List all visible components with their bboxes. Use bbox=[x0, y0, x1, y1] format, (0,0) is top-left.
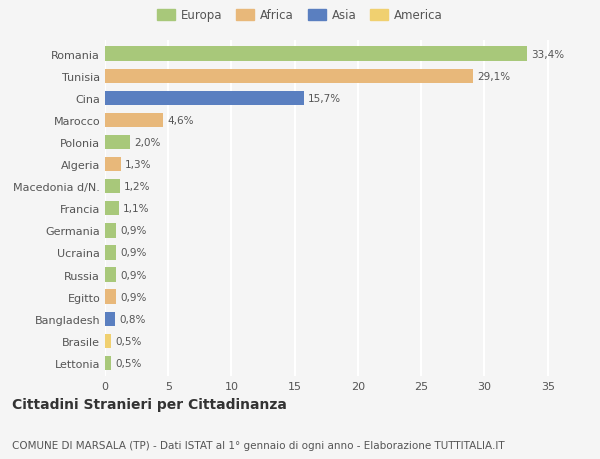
Text: 2,0%: 2,0% bbox=[134, 138, 160, 148]
Text: 1,3%: 1,3% bbox=[125, 160, 152, 170]
Bar bbox=[105, 179, 120, 194]
Bar bbox=[105, 113, 163, 128]
Text: 15,7%: 15,7% bbox=[307, 94, 341, 104]
Bar bbox=[105, 290, 116, 304]
Bar bbox=[105, 135, 130, 150]
Text: 1,1%: 1,1% bbox=[123, 204, 149, 214]
Bar bbox=[105, 334, 112, 348]
Text: COMUNE DI MARSALA (TP) - Dati ISTAT al 1° gennaio di ogni anno - Elaborazione TU: COMUNE DI MARSALA (TP) - Dati ISTAT al 1… bbox=[12, 440, 505, 450]
Text: 0,9%: 0,9% bbox=[120, 226, 146, 236]
Legend: Europa, Africa, Asia, America: Europa, Africa, Asia, America bbox=[154, 6, 446, 26]
Text: 0,5%: 0,5% bbox=[115, 358, 142, 368]
Text: 0,9%: 0,9% bbox=[120, 292, 146, 302]
Text: 4,6%: 4,6% bbox=[167, 116, 193, 126]
Bar bbox=[105, 91, 304, 106]
Text: Cittadini Stranieri per Cittadinanza: Cittadini Stranieri per Cittadinanza bbox=[12, 397, 287, 411]
Bar bbox=[105, 69, 473, 84]
Bar bbox=[105, 202, 119, 216]
Text: 29,1%: 29,1% bbox=[477, 72, 510, 82]
Text: 0,9%: 0,9% bbox=[120, 270, 146, 280]
Bar bbox=[105, 268, 116, 282]
Bar bbox=[105, 356, 112, 370]
Bar bbox=[105, 224, 116, 238]
Text: 1,2%: 1,2% bbox=[124, 182, 151, 192]
Bar bbox=[105, 47, 527, 62]
Text: 0,9%: 0,9% bbox=[120, 248, 146, 258]
Bar bbox=[105, 157, 121, 172]
Text: 0,5%: 0,5% bbox=[115, 336, 142, 346]
Bar bbox=[105, 312, 115, 326]
Text: 0,8%: 0,8% bbox=[119, 314, 145, 324]
Text: 33,4%: 33,4% bbox=[531, 50, 565, 60]
Bar bbox=[105, 246, 116, 260]
